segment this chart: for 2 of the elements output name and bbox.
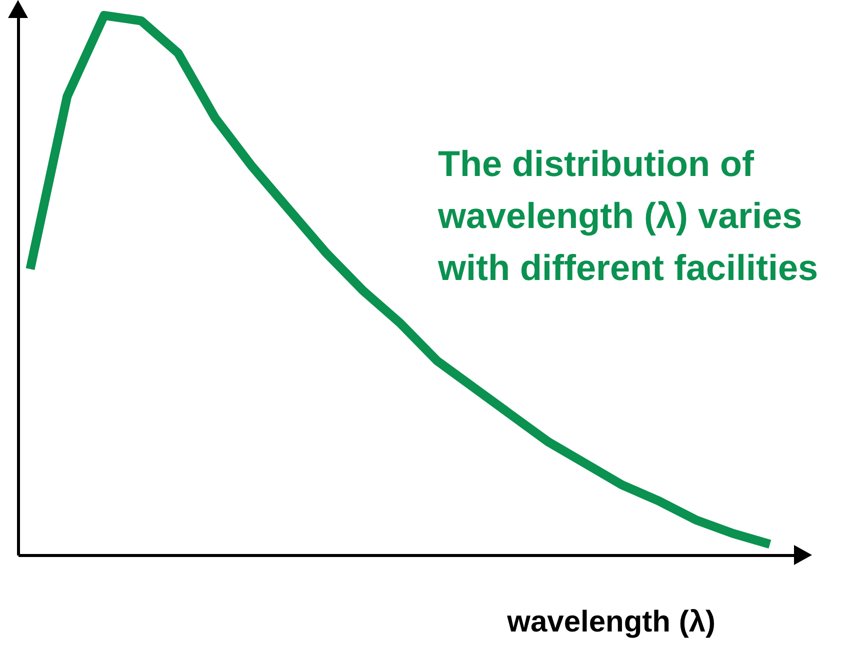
x-axis-title: wavelength (λ) [506,606,716,638]
annotation: The distribution of wavelength (λ) varies with different facilities [438,142,820,290]
